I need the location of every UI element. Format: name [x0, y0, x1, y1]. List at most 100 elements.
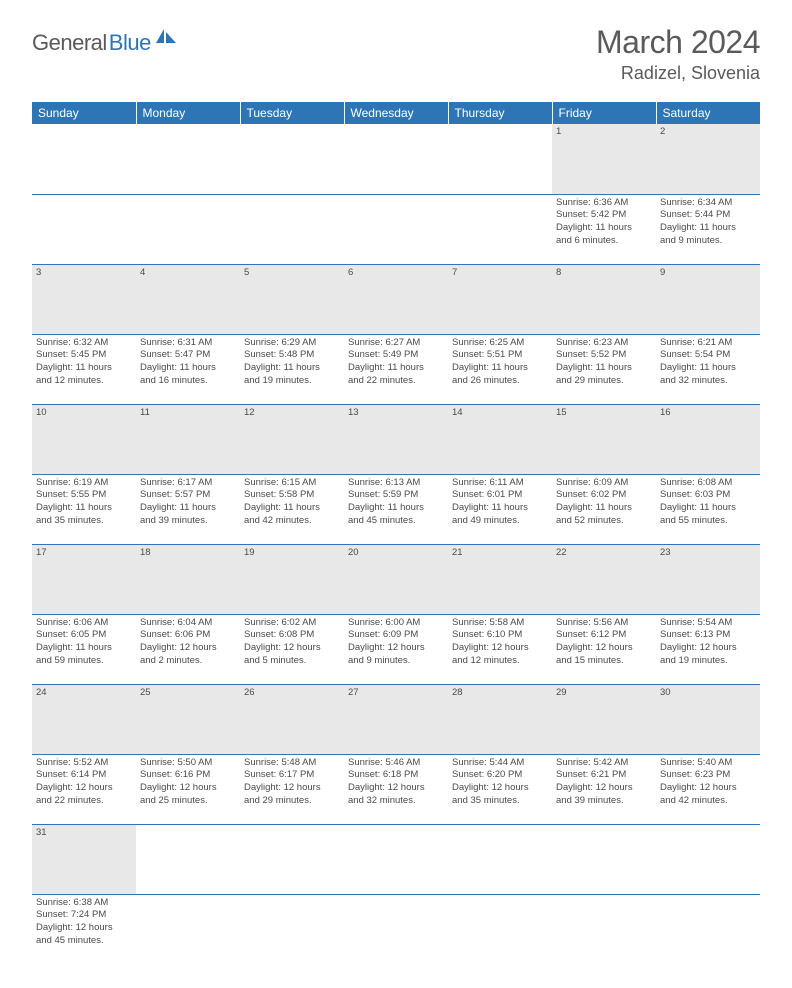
daylight-text-1: Daylight: 12 hours — [244, 782, 340, 795]
daylight-text-2: and 42 minutes. — [244, 515, 340, 528]
day-number-cell: 8 — [552, 264, 656, 334]
daylight-text-1: Daylight: 11 hours — [348, 362, 444, 375]
daylight-text-1: Daylight: 11 hours — [452, 362, 548, 375]
sunrise-text: Sunrise: 6:23 AM — [556, 337, 652, 350]
sunset-text: Sunset: 6:10 PM — [452, 629, 548, 642]
daylight-text-2: and 59 minutes. — [36, 655, 132, 668]
day-detail-cell: Sunrise: 6:00 AMSunset: 6:09 PMDaylight:… — [344, 614, 448, 684]
daylight-text-1: Daylight: 11 hours — [452, 502, 548, 515]
daylight-text-1: Daylight: 12 hours — [140, 642, 236, 655]
daylight-text-1: Daylight: 12 hours — [556, 642, 652, 655]
day-number-cell: 31 — [32, 824, 136, 894]
day-detail-cell — [136, 194, 240, 264]
day-detail-row: Sunrise: 6:38 AMSunset: 7:24 PMDaylight:… — [32, 894, 760, 964]
sunset-text: Sunset: 6:14 PM — [36, 769, 132, 782]
day-number-cell: 6 — [344, 264, 448, 334]
day-detail-row: Sunrise: 6:32 AMSunset: 5:45 PMDaylight:… — [32, 334, 760, 404]
day-number-cell: 22 — [552, 544, 656, 614]
day-detail-cell: Sunrise: 6:25 AMSunset: 5:51 PMDaylight:… — [448, 334, 552, 404]
day-detail-cell: Sunrise: 6:09 AMSunset: 6:02 PMDaylight:… — [552, 474, 656, 544]
day-detail-cell: Sunrise: 5:48 AMSunset: 6:17 PMDaylight:… — [240, 754, 344, 824]
day-number-cell: 16 — [656, 404, 760, 474]
day-detail-cell: Sunrise: 5:46 AMSunset: 6:18 PMDaylight:… — [344, 754, 448, 824]
day-detail-cell — [344, 894, 448, 964]
weekday-header: Wednesday — [344, 102, 448, 124]
day-number-cell: 1 — [552, 124, 656, 194]
daylight-text-2: and 19 minutes. — [244, 375, 340, 388]
day-detail-cell: Sunrise: 5:44 AMSunset: 6:20 PMDaylight:… — [448, 754, 552, 824]
daylight-text-2: and 5 minutes. — [244, 655, 340, 668]
day-number-cell: 7 — [448, 264, 552, 334]
day-number-cell — [344, 124, 448, 194]
daylight-text-1: Daylight: 12 hours — [660, 642, 756, 655]
sunset-text: Sunset: 6:18 PM — [348, 769, 444, 782]
sunset-text: Sunset: 6:17 PM — [244, 769, 340, 782]
daylight-text-1: Daylight: 11 hours — [556, 222, 652, 235]
sunrise-text: Sunrise: 6:38 AM — [36, 897, 132, 910]
day-number-cell: 30 — [656, 684, 760, 754]
day-number-cell: 18 — [136, 544, 240, 614]
daylight-text-2: and 42 minutes. — [660, 795, 756, 808]
sunset-text: Sunset: 5:49 PM — [348, 349, 444, 362]
daylight-text-1: Daylight: 11 hours — [36, 362, 132, 375]
sunset-text: Sunset: 6:01 PM — [452, 489, 548, 502]
day-number-cell: 3 — [32, 264, 136, 334]
day-number-cell: 13 — [344, 404, 448, 474]
day-detail-cell — [552, 894, 656, 964]
sunrise-text: Sunrise: 5:44 AM — [452, 757, 548, 770]
sunset-text: Sunset: 6:23 PM — [660, 769, 756, 782]
day-detail-cell: Sunrise: 5:40 AMSunset: 6:23 PMDaylight:… — [656, 754, 760, 824]
weekday-header: Saturday — [656, 102, 760, 124]
daylight-text-2: and 39 minutes. — [556, 795, 652, 808]
day-number-cell — [448, 124, 552, 194]
daylight-text-2: and 2 minutes. — [140, 655, 236, 668]
day-number-cell: 12 — [240, 404, 344, 474]
sunset-text: Sunset: 5:52 PM — [556, 349, 652, 362]
day-detail-row: Sunrise: 6:06 AMSunset: 6:05 PMDaylight:… — [32, 614, 760, 684]
day-number-cell: 19 — [240, 544, 344, 614]
weekday-header: Monday — [136, 102, 240, 124]
day-detail-row: Sunrise: 5:52 AMSunset: 6:14 PMDaylight:… — [32, 754, 760, 824]
day-number-cell: 21 — [448, 544, 552, 614]
sunset-text: Sunset: 5:42 PM — [556, 209, 652, 222]
daylight-text-1: Daylight: 11 hours — [556, 502, 652, 515]
day-number-cell: 2 — [656, 124, 760, 194]
daylight-text-1: Daylight: 11 hours — [556, 362, 652, 375]
sunrise-text: Sunrise: 5:40 AM — [660, 757, 756, 770]
day-detail-cell — [344, 194, 448, 264]
daylight-text-2: and 45 minutes. — [348, 515, 444, 528]
day-detail-cell: Sunrise: 6:23 AMSunset: 5:52 PMDaylight:… — [552, 334, 656, 404]
sunset-text: Sunset: 5:58 PM — [244, 489, 340, 502]
daylight-text-2: and 35 minutes. — [36, 515, 132, 528]
weekday-header: Sunday — [32, 102, 136, 124]
sunrise-text: Sunrise: 6:15 AM — [244, 477, 340, 490]
daylight-text-2: and 52 minutes. — [556, 515, 652, 528]
sunset-text: Sunset: 6:21 PM — [556, 769, 652, 782]
day-detail-row: Sunrise: 6:19 AMSunset: 5:55 PMDaylight:… — [32, 474, 760, 544]
day-number-cell — [448, 824, 552, 894]
header: General Blue March 2024 Radizel, Sloveni… — [32, 24, 760, 84]
daylight-text-2: and 29 minutes. — [556, 375, 652, 388]
daylight-text-1: Daylight: 11 hours — [660, 222, 756, 235]
sunset-text: Sunset: 6:12 PM — [556, 629, 652, 642]
day-detail-cell — [240, 194, 344, 264]
location: Radizel, Slovenia — [596, 63, 760, 84]
weekday-header: Friday — [552, 102, 656, 124]
weekday-header: Tuesday — [240, 102, 344, 124]
day-detail-cell — [448, 194, 552, 264]
sunset-text: Sunset: 5:48 PM — [244, 349, 340, 362]
day-number-cell: 23 — [656, 544, 760, 614]
daylight-text-2: and 9 minutes. — [348, 655, 444, 668]
daylight-text-1: Daylight: 11 hours — [244, 502, 340, 515]
sunset-text: Sunset: 6:05 PM — [36, 629, 132, 642]
daylight-text-1: Daylight: 11 hours — [140, 362, 236, 375]
day-number-cell: 25 — [136, 684, 240, 754]
day-detail-cell: Sunrise: 6:36 AMSunset: 5:42 PMDaylight:… — [552, 194, 656, 264]
sunset-text: Sunset: 5:54 PM — [660, 349, 756, 362]
daylight-text-2: and 49 minutes. — [452, 515, 548, 528]
day-number-cell: 24 — [32, 684, 136, 754]
sunset-text: Sunset: 6:09 PM — [348, 629, 444, 642]
daylight-text-1: Daylight: 11 hours — [244, 362, 340, 375]
day-detail-cell: Sunrise: 6:21 AMSunset: 5:54 PMDaylight:… — [656, 334, 760, 404]
daylight-text-2: and 32 minutes. — [348, 795, 444, 808]
